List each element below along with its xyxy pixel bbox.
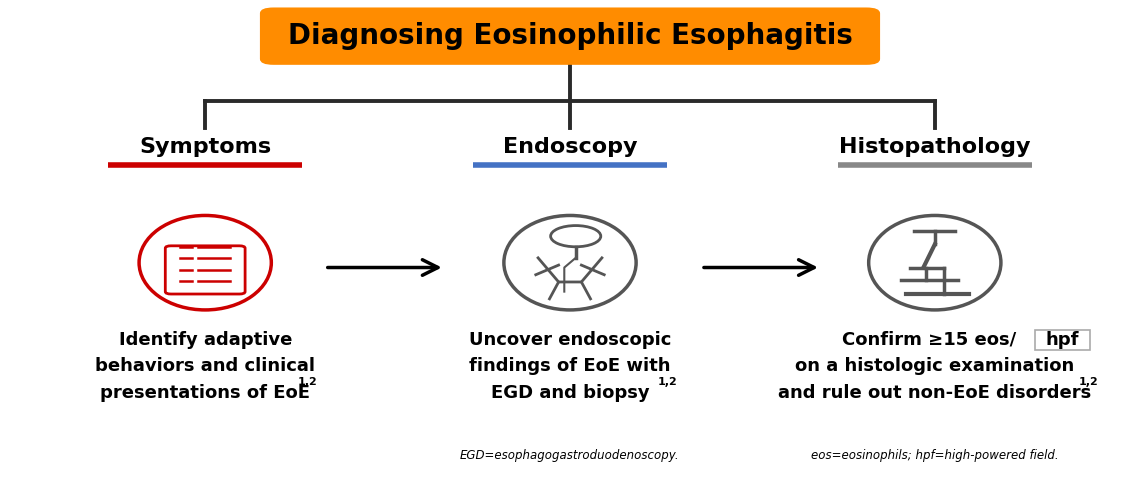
Circle shape [551,226,601,247]
Text: hpf: hpf [1045,331,1080,349]
Text: Confirm ≥15 eos/: Confirm ≥15 eos/ [842,331,1016,349]
Text: 1,2: 1,2 [658,377,678,387]
Text: and rule out non-EoE disorders: and rule out non-EoE disorders [779,384,1091,402]
FancyBboxPatch shape [165,246,245,294]
Text: 1,2: 1,2 [298,377,318,387]
Text: behaviors and clinical: behaviors and clinical [96,357,315,375]
Text: 1,2: 1,2 [1078,377,1099,387]
Text: Diagnosing Eosinophilic Esophagitis: Diagnosing Eosinophilic Esophagitis [287,22,853,50]
Text: eos=eosinophils; hpf=high-powered field.: eos=eosinophils; hpf=high-powered field. [811,449,1059,462]
Text: presentations of EoE: presentations of EoE [100,384,310,402]
Ellipse shape [139,215,271,310]
Text: findings of EoE with: findings of EoE with [470,357,670,375]
Text: Endoscopy: Endoscopy [503,137,637,157]
Text: on a histologic examination: on a histologic examination [796,357,1074,375]
FancyBboxPatch shape [260,7,880,65]
FancyBboxPatch shape [1035,330,1090,350]
Text: Uncover endoscopic: Uncover endoscopic [469,331,671,349]
Text: Identify adaptive: Identify adaptive [119,331,292,349]
Text: EGD=esophagogastroduodenoscopy.: EGD=esophagogastroduodenoscopy. [461,449,679,462]
Text: Symptoms: Symptoms [139,137,271,157]
Text: Histopathology: Histopathology [839,137,1031,157]
Ellipse shape [504,215,636,310]
Ellipse shape [869,215,1001,310]
Text: EGD and biopsy: EGD and biopsy [490,384,650,402]
